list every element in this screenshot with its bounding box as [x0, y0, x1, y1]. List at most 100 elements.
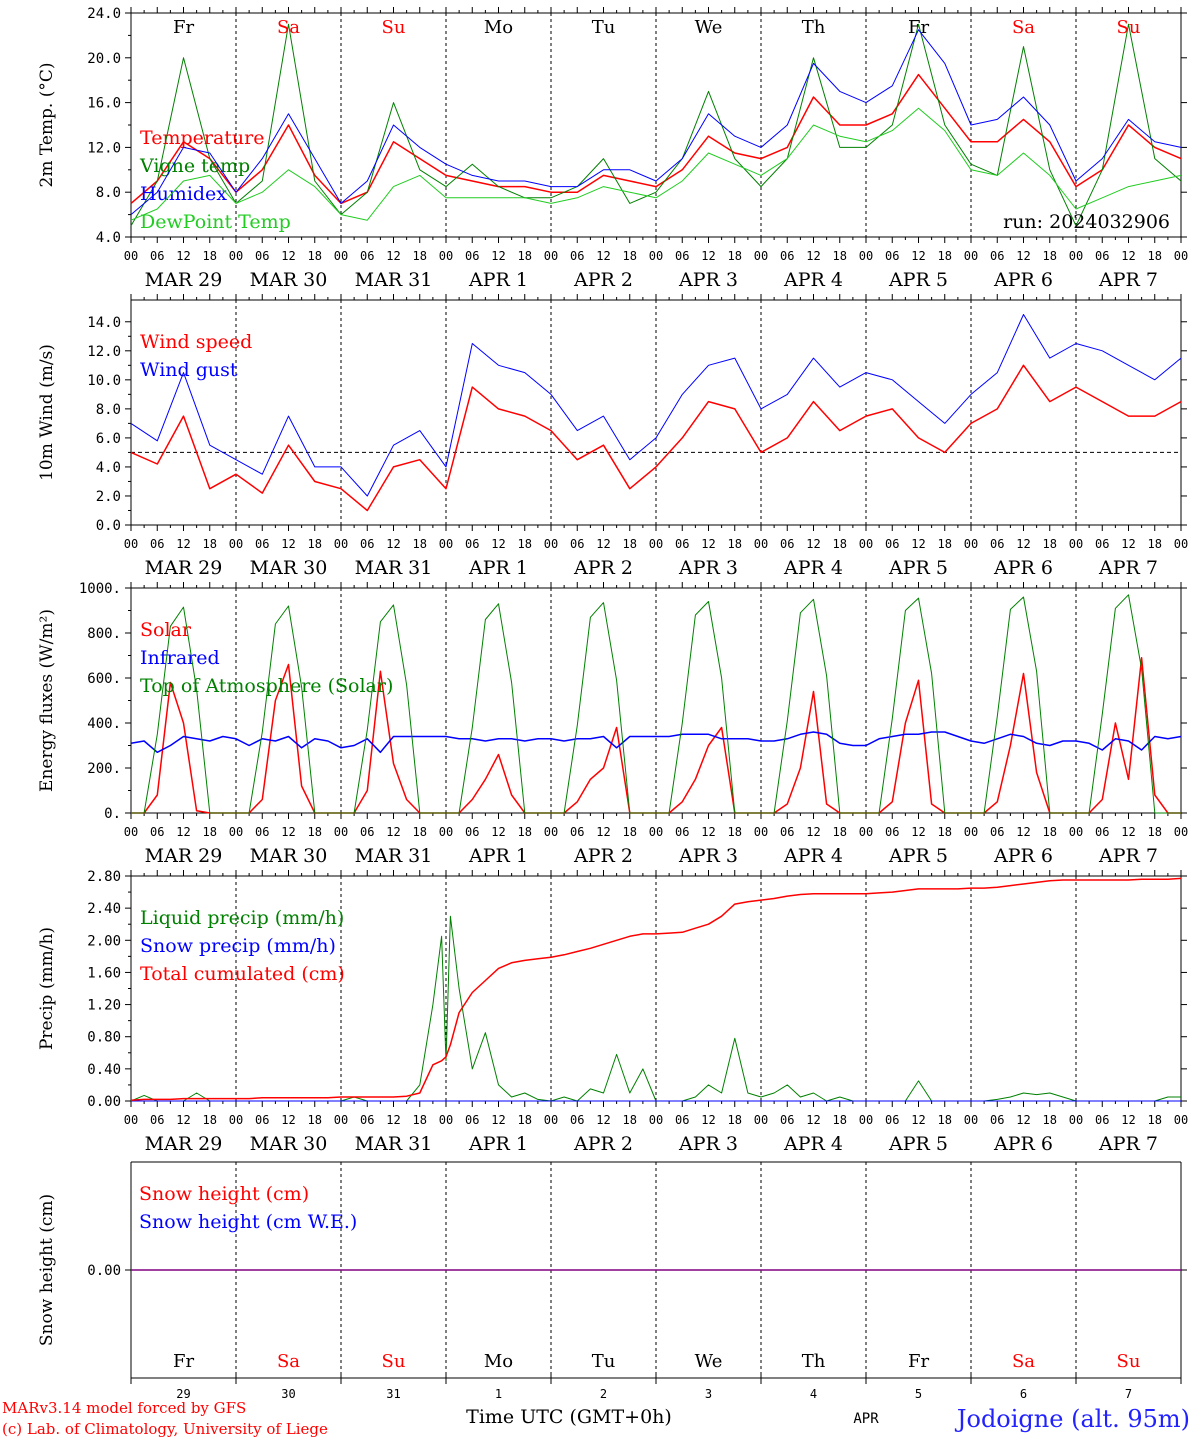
hour-label: 18	[413, 825, 427, 839]
hour-label: 18	[833, 249, 847, 263]
hour-label: 00	[964, 249, 978, 263]
hour-label: 00	[649, 249, 663, 263]
series-line-wind-gust	[130, 314, 1182, 497]
hour-label: 12	[386, 825, 400, 839]
y-tick-label: 10.0	[87, 373, 121, 389]
date-label: APR 2	[573, 557, 633, 579]
hour-label: 18	[833, 537, 847, 551]
hour-label: 18	[938, 537, 952, 551]
y-tick-label: 20.0	[87, 51, 121, 67]
hour-label: 18	[728, 1113, 742, 1127]
x-axis-title: Time UTC (GMT+0h)	[466, 1406, 672, 1428]
legend-entry: Top of Atmosphere (Solar)	[140, 675, 393, 697]
hour-label: 00	[649, 825, 663, 839]
hour-label: 12	[491, 537, 505, 551]
date-label: APR 2	[573, 845, 633, 867]
series-line-dewpoint-temp	[130, 107, 1182, 221]
y-tick-label: 0.80	[87, 1030, 121, 1046]
hour-label: 18	[833, 825, 847, 839]
y-tick-label: 1.60	[87, 965, 121, 981]
hour-label: 00	[124, 537, 138, 551]
day-of-week-label: Tu	[592, 17, 616, 38]
hour-label: 06	[255, 825, 269, 839]
date-label: MAR 30	[250, 557, 328, 579]
hour-label: 00	[124, 249, 138, 263]
hour-label: 00	[964, 1113, 978, 1127]
hour-label: 12	[281, 537, 295, 551]
day-of-week-label: Su	[1117, 17, 1141, 38]
date-label: APR 4	[783, 1133, 843, 1155]
hour-label: 18	[1148, 1113, 1162, 1127]
hour-label: 00	[229, 537, 243, 551]
hour-label: 12	[1121, 825, 1135, 839]
hour-label: 12	[911, 249, 925, 263]
hour-label: 00	[1069, 537, 1083, 551]
hour-label: 00	[1174, 825, 1188, 839]
hour-label: 12	[806, 1113, 820, 1127]
series-line-top-of-atmosphere-solar	[131, 594, 1181, 814]
y-tick-label: 400.	[87, 716, 121, 732]
hour-label: 18	[1043, 249, 1057, 263]
hour-label: 06	[990, 825, 1004, 839]
hour-label: 18	[938, 825, 952, 839]
hour-label: 06	[255, 249, 269, 263]
hour-label: 12	[596, 537, 610, 551]
hour-label: 12	[806, 537, 820, 551]
hour-label: 18	[413, 1113, 427, 1127]
day-of-week-label: Su	[382, 17, 406, 38]
date-label: APR 4	[783, 269, 843, 291]
day-of-week-label: We	[695, 1351, 723, 1372]
date-label: MAR 30	[250, 269, 328, 291]
hour-label: 18	[938, 249, 952, 263]
legend-entry: Liquid precip (mm/h)	[140, 907, 344, 929]
series-line-humidex	[130, 29, 1182, 215]
hour-label: 18	[203, 249, 217, 263]
legend-entry: Vigne temp	[139, 155, 250, 177]
hour-label: 12	[386, 1113, 400, 1127]
hour-label: 18	[518, 249, 532, 263]
hour-label: 00	[754, 1113, 768, 1127]
hour-label: 12	[281, 1113, 295, 1127]
date-label: APR 3	[678, 1133, 738, 1155]
y-axis-title: Precip (mm/h)	[37, 927, 57, 1050]
day-number-label: 5	[915, 1387, 922, 1401]
hour-label: 18	[833, 1113, 847, 1127]
y-tick-label: 6.0	[96, 431, 121, 447]
y-tick-label: 2.00	[87, 933, 121, 949]
hour-label: 12	[1121, 537, 1135, 551]
hour-label: 12	[596, 1113, 610, 1127]
hour-label: 18	[1043, 825, 1057, 839]
y-tick-label: 200.	[87, 761, 121, 777]
hour-label: 06	[255, 1113, 269, 1127]
panel-4: 0.00 0.40 0.80 1.20 1.60 2.00 2.40 2.80 Precip (…	[37, 869, 1188, 1155]
date-label: APR 2	[573, 269, 633, 291]
hour-label: 06	[675, 825, 689, 839]
day-of-week-label: Mo	[484, 1351, 513, 1372]
hour-label: 00	[964, 537, 978, 551]
hour-label: 00	[754, 537, 768, 551]
panel-5: 0.00 Snow height (cm) Fr Sa Su Mo Tu We Th Fr Sa Su…	[37, 1161, 1187, 1378]
hour-label: 00	[544, 825, 558, 839]
legend-entry: Wind gust	[140, 359, 238, 381]
y-tick-label: 4.0	[96, 230, 121, 246]
month-label: APR	[853, 1411, 879, 1427]
date-label: APR 3	[678, 269, 738, 291]
run-label: run: 2024032906	[1003, 211, 1170, 233]
hour-label: 12	[806, 249, 820, 263]
date-label: APR 6	[993, 269, 1053, 291]
legend-entry: Infrared	[140, 647, 220, 669]
y-tick-label: 8.0	[96, 402, 121, 418]
hour-label: 00	[439, 1113, 453, 1127]
hour-label: 18	[518, 825, 532, 839]
hour-label: 18	[728, 537, 742, 551]
hour-label: 00	[859, 825, 873, 839]
hour-label: 06	[885, 1113, 899, 1127]
hour-label: 18	[1148, 249, 1162, 263]
hour-label: 18	[203, 825, 217, 839]
hour-label: 12	[596, 825, 610, 839]
y-tick-label: 0.00	[87, 1263, 121, 1279]
date-label: APR 3	[678, 557, 738, 579]
day-of-week-label: Tu	[592, 1351, 616, 1372]
hour-label: 18	[1148, 537, 1162, 551]
y-axis-title: 2m Temp. (°C)	[37, 62, 57, 187]
